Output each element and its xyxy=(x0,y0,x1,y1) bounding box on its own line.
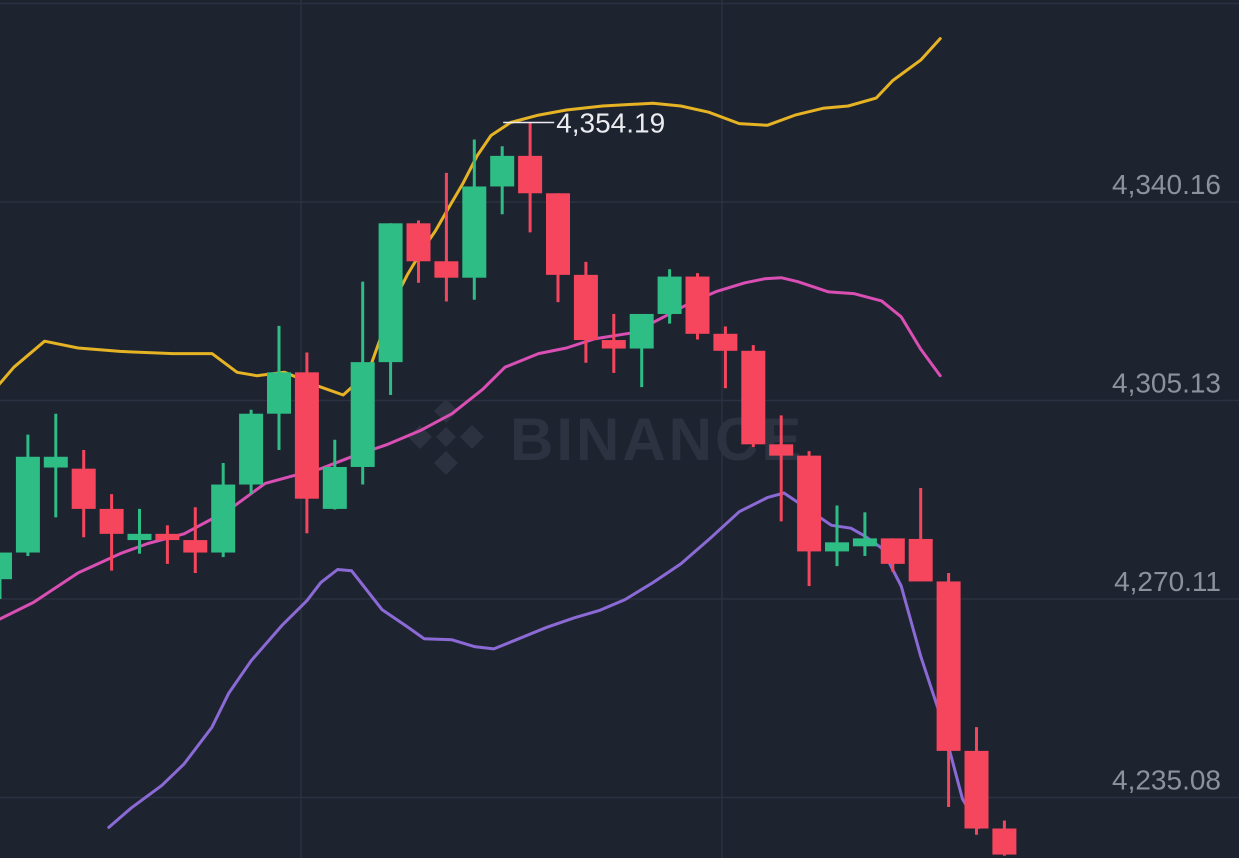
candle[interactable] xyxy=(434,172,459,302)
candle[interactable] xyxy=(490,146,515,215)
candle-body xyxy=(155,533,180,541)
candle-body xyxy=(601,340,626,349)
candle-body xyxy=(573,274,598,341)
candle-body xyxy=(294,372,319,499)
candle[interactable] xyxy=(183,507,208,573)
candle-body xyxy=(769,444,794,456)
candles xyxy=(0,122,1017,856)
candle-body xyxy=(936,581,961,751)
candle[interactable] xyxy=(546,193,570,303)
candle[interactable] xyxy=(294,352,319,534)
candle[interactable] xyxy=(964,727,989,835)
upper-band-line xyxy=(0,37,942,397)
high-annotation: 4,354.19 xyxy=(503,107,665,138)
price-axis-label: 4,270.11 xyxy=(1114,566,1221,597)
candle[interactable] xyxy=(852,512,877,556)
candle-body xyxy=(685,276,710,334)
candle[interactable] xyxy=(211,463,236,558)
candle[interactable] xyxy=(908,487,933,582)
candle[interactable] xyxy=(127,508,152,554)
candle[interactable] xyxy=(0,552,12,600)
price-axis-label: 4,235.08 xyxy=(1112,764,1221,795)
candle[interactable] xyxy=(15,434,40,556)
candle[interactable] xyxy=(601,313,626,373)
candle-body xyxy=(0,552,12,580)
candle[interactable] xyxy=(518,122,543,233)
candle-body xyxy=(908,538,933,582)
price-axis-label: 4,305.13 xyxy=(1112,368,1221,399)
candle-body xyxy=(629,313,654,349)
candle[interactable] xyxy=(713,326,738,389)
binance-logo-icon xyxy=(408,399,484,475)
candle-body xyxy=(183,540,208,553)
candle-body xyxy=(211,484,236,553)
candle-body xyxy=(127,533,152,541)
candle-body xyxy=(434,261,459,278)
high-price-label: 4,354.19 xyxy=(556,107,665,138)
candle[interactable] xyxy=(880,538,905,572)
candle-body xyxy=(992,828,1017,855)
candle-body xyxy=(71,468,96,509)
candle-body xyxy=(880,538,905,564)
middle-band-line xyxy=(0,276,942,621)
candle-body xyxy=(378,223,403,363)
candle[interactable] xyxy=(406,220,431,283)
candle[interactable] xyxy=(43,413,68,518)
candle[interactable] xyxy=(629,313,654,388)
candle[interactable] xyxy=(462,139,487,300)
candle-body xyxy=(406,223,431,262)
price-axis: 4,340.16 4,305.13 4,270.11 4,235.08 xyxy=(1112,169,1221,795)
candle[interactable] xyxy=(825,505,849,567)
candle-body xyxy=(350,362,375,467)
candle[interactable] xyxy=(741,345,766,448)
bollinger-bands xyxy=(0,37,981,829)
candle[interactable] xyxy=(155,525,180,564)
candle-body xyxy=(713,333,738,351)
candle[interactable] xyxy=(322,439,347,510)
candle[interactable] xyxy=(685,273,710,340)
candle-body xyxy=(964,750,989,829)
candle[interactable] xyxy=(573,261,598,363)
candle[interactable] xyxy=(378,223,403,396)
candle[interactable] xyxy=(350,281,375,485)
candle-body xyxy=(267,372,291,414)
candle[interactable] xyxy=(769,415,794,522)
candle-body xyxy=(15,456,40,553)
candle-body xyxy=(825,542,849,552)
candle-body xyxy=(797,455,822,552)
candle-body xyxy=(741,350,766,445)
lower-band-line xyxy=(107,491,981,829)
candle[interactable] xyxy=(657,269,682,324)
candle[interactable] xyxy=(267,325,291,450)
candle-body xyxy=(239,413,264,485)
candle[interactable] xyxy=(936,572,961,807)
candle[interactable] xyxy=(992,820,1017,856)
candle[interactable] xyxy=(99,494,124,571)
candle-body xyxy=(657,276,682,314)
candle-body xyxy=(322,466,347,509)
candle-body xyxy=(43,456,68,468)
candle[interactable] xyxy=(797,451,822,586)
candle-body xyxy=(852,538,877,547)
candle-body xyxy=(490,155,515,187)
candle[interactable] xyxy=(71,449,96,538)
candle-body xyxy=(99,508,124,534)
candle-body xyxy=(518,155,543,194)
candle[interactable] xyxy=(239,409,264,495)
candle-body xyxy=(546,193,570,275)
price-axis-label: 4,340.16 xyxy=(1112,169,1221,200)
candle-body xyxy=(462,186,487,278)
